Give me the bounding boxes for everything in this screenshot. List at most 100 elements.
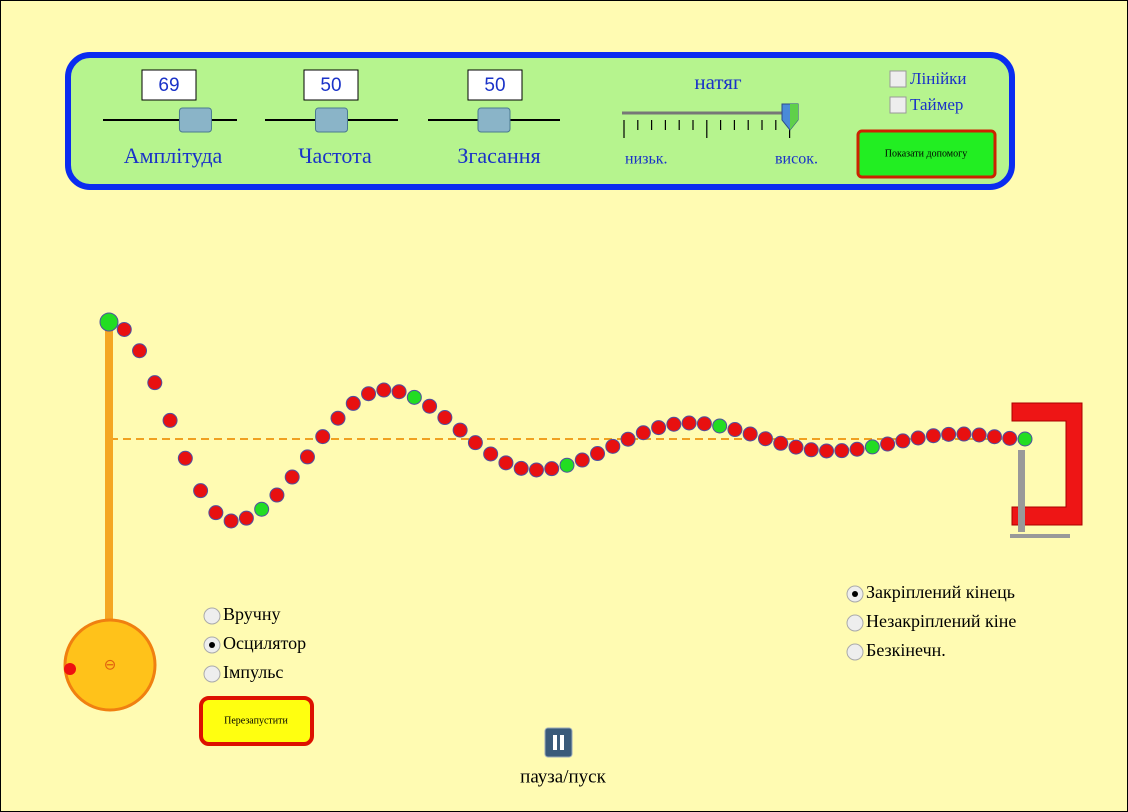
radio-button[interactable] [203, 665, 221, 683]
bead [147, 375, 163, 391]
value-box[interactable] [467, 69, 523, 101]
bead [330, 410, 346, 426]
wheel-icon: ⊖ [104, 657, 117, 673]
restart-button[interactable] [199, 696, 314, 746]
bead [757, 431, 773, 447]
clamp-screw [1018, 450, 1025, 532]
checkbox-label: Таймер [910, 95, 963, 114]
bead [742, 426, 758, 442]
help-button[interactable] [856, 129, 997, 179]
bead [696, 416, 712, 432]
bead [941, 426, 957, 442]
help-button-label: Показати допомогу [885, 148, 967, 159]
slider-thumb[interactable] [178, 107, 212, 133]
bead [132, 343, 148, 359]
bead [986, 429, 1002, 445]
radio-dot [852, 591, 858, 597]
bead [666, 416, 682, 432]
oscillator-wheel [63, 618, 157, 712]
pause-icon [560, 735, 564, 750]
pause-label: пауза/пуск [520, 766, 606, 787]
bead [895, 433, 911, 449]
tension-label: натяг [694, 70, 742, 94]
slider-thumb[interactable] [315, 107, 348, 133]
pause-button[interactable] [544, 727, 573, 758]
checkbox[interactable] [889, 70, 907, 88]
bead [773, 435, 789, 451]
bead [803, 442, 819, 458]
value-box[interactable] [141, 69, 197, 101]
bead [99, 312, 119, 332]
slider-label: Частота [298, 143, 372, 168]
slider-value: 69 [158, 75, 179, 96]
bead [681, 415, 697, 431]
bead [177, 450, 193, 466]
bead [651, 420, 667, 436]
bead [467, 435, 483, 451]
radio-button[interactable] [846, 614, 864, 632]
bead [635, 425, 651, 441]
wheel-pin [64, 663, 76, 675]
bead [590, 446, 606, 462]
bead [1002, 430, 1018, 446]
bead [315, 429, 331, 445]
slider-value: 50 [320, 75, 341, 96]
radio-label: Незакріплений кіне [866, 611, 1016, 631]
bead [361, 386, 377, 402]
bead [483, 446, 499, 462]
bead [498, 455, 514, 471]
bead [788, 439, 804, 455]
tension-thumb-side [790, 104, 798, 130]
slider-label: Амплітуда [124, 143, 223, 168]
bead [162, 412, 178, 428]
bead [925, 428, 941, 444]
bead [193, 483, 209, 499]
slider-label: Згасання [457, 143, 540, 168]
tension-high: висок. [775, 151, 818, 168]
tension-low: низьк. [625, 151, 668, 168]
radio-label: Імпульс [223, 662, 283, 682]
checkbox[interactable] [889, 96, 907, 114]
bead [376, 382, 392, 398]
bead [712, 418, 728, 434]
bead [528, 462, 544, 478]
slider-thumb[interactable] [477, 107, 511, 133]
radio-label: Вручну [223, 604, 280, 624]
bead [574, 452, 590, 468]
bead [1017, 431, 1033, 447]
oscillator-rod [105, 325, 113, 625]
slider-value: 50 [484, 75, 505, 96]
radio-label: Закріплений кінець [866, 582, 1015, 602]
bead [345, 395, 361, 411]
bead [299, 449, 315, 465]
bead [910, 430, 926, 446]
bead [971, 427, 987, 443]
bead [513, 460, 529, 476]
bead [208, 505, 224, 521]
radio-dot [209, 642, 215, 648]
bead [422, 398, 438, 414]
bead [956, 426, 972, 442]
value-box[interactable] [303, 69, 359, 101]
bead [849, 441, 865, 457]
bead [269, 487, 285, 503]
bead [406, 389, 422, 405]
pause-icon [553, 735, 557, 750]
bead [452, 422, 468, 438]
bead [116, 321, 132, 337]
bead [544, 461, 560, 477]
bead [238, 510, 254, 526]
bead [284, 469, 300, 485]
checkbox-label: Лінійки [910, 69, 967, 88]
bead [727, 422, 743, 438]
radio-label: Осцилятор [223, 633, 306, 653]
radio-button[interactable] [846, 643, 864, 661]
bead [605, 438, 621, 454]
bead [437, 410, 453, 426]
bead [620, 431, 636, 447]
bead [864, 439, 880, 455]
radio-button[interactable] [203, 607, 221, 625]
bead [559, 457, 575, 473]
